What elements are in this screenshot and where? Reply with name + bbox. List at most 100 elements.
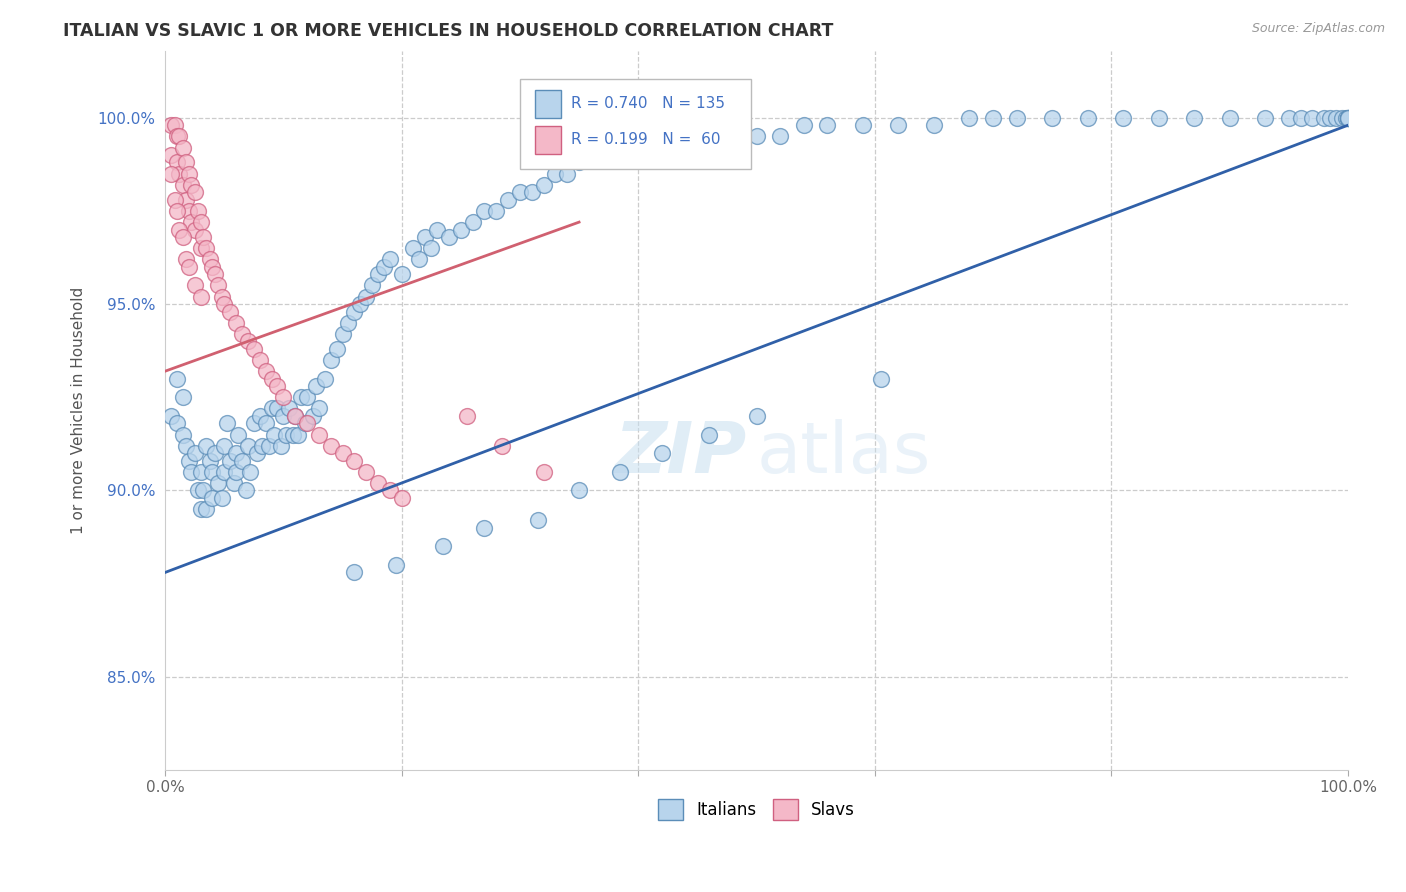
Point xyxy=(249,409,271,423)
Point xyxy=(207,475,229,490)
Point xyxy=(201,491,224,505)
Point xyxy=(166,155,188,169)
Point xyxy=(308,427,330,442)
Point xyxy=(183,278,205,293)
Point xyxy=(266,379,288,393)
Point xyxy=(319,353,342,368)
Point xyxy=(180,465,202,479)
Point xyxy=(166,372,188,386)
Point xyxy=(1337,111,1360,125)
Point xyxy=(1324,111,1347,125)
Point xyxy=(222,475,245,490)
Point xyxy=(526,513,548,527)
Point xyxy=(1112,111,1135,125)
Text: atlas: atlas xyxy=(756,419,931,488)
Point xyxy=(250,439,273,453)
Point xyxy=(1337,111,1360,125)
Point xyxy=(163,118,186,132)
Point xyxy=(231,326,253,341)
Point xyxy=(627,140,650,154)
Point xyxy=(195,502,218,516)
Point xyxy=(260,401,283,416)
Point xyxy=(254,364,277,378)
Point xyxy=(263,427,285,442)
Point xyxy=(332,446,354,460)
Point xyxy=(887,118,910,132)
Point xyxy=(169,222,191,236)
Point xyxy=(266,401,288,416)
Point xyxy=(367,268,389,282)
Point xyxy=(721,129,744,144)
Point xyxy=(793,118,815,132)
Point xyxy=(343,304,366,318)
Point xyxy=(413,230,436,244)
Point xyxy=(212,439,235,453)
Point xyxy=(432,540,454,554)
Point xyxy=(1040,111,1063,125)
Point xyxy=(520,186,543,200)
Text: R = 0.199   N =  60: R = 0.199 N = 60 xyxy=(571,132,720,146)
Point xyxy=(354,465,377,479)
Point xyxy=(172,140,194,154)
Point xyxy=(172,390,194,404)
Point xyxy=(1301,111,1323,125)
Point xyxy=(1313,111,1336,125)
Point xyxy=(981,111,1004,125)
Point xyxy=(474,521,496,535)
Point xyxy=(1289,111,1312,125)
Point xyxy=(1077,111,1099,125)
Point xyxy=(236,439,259,453)
Point xyxy=(496,193,519,207)
Point xyxy=(391,268,413,282)
Point xyxy=(180,215,202,229)
Point xyxy=(1278,111,1301,125)
Point xyxy=(187,483,209,498)
Point xyxy=(190,502,212,516)
FancyBboxPatch shape xyxy=(536,90,561,118)
Point xyxy=(450,222,472,236)
Point xyxy=(211,491,233,505)
Point xyxy=(568,483,591,498)
Point xyxy=(172,427,194,442)
Point xyxy=(160,118,183,132)
Point xyxy=(1337,111,1360,125)
Point xyxy=(163,193,186,207)
Point xyxy=(172,230,194,244)
Point xyxy=(461,215,484,229)
Point xyxy=(204,268,226,282)
Point xyxy=(212,465,235,479)
Point xyxy=(190,241,212,255)
Point xyxy=(456,409,478,423)
Point xyxy=(228,427,250,442)
Point xyxy=(177,167,200,181)
Point xyxy=(190,290,212,304)
Point xyxy=(177,453,200,467)
Point xyxy=(260,372,283,386)
Point xyxy=(235,483,257,498)
Point xyxy=(166,129,188,144)
Text: ITALIAN VS SLAVIC 1 OR MORE VEHICLES IN HOUSEHOLD CORRELATION CHART: ITALIAN VS SLAVIC 1 OR MORE VEHICLES IN … xyxy=(63,22,834,40)
Point xyxy=(343,566,366,580)
Point xyxy=(190,465,212,479)
Point xyxy=(243,342,266,356)
Point xyxy=(1334,111,1357,125)
Point xyxy=(195,439,218,453)
Point xyxy=(437,230,460,244)
Point xyxy=(378,483,401,498)
Point xyxy=(544,167,567,181)
Point xyxy=(1330,111,1353,125)
Point xyxy=(485,203,508,218)
Point xyxy=(254,417,277,431)
Point xyxy=(1219,111,1241,125)
Point xyxy=(343,453,366,467)
Point xyxy=(201,465,224,479)
Point xyxy=(1182,111,1205,125)
Point xyxy=(160,148,183,162)
Point xyxy=(1254,111,1277,125)
Point xyxy=(172,178,194,192)
Point xyxy=(408,252,430,267)
Point xyxy=(325,342,347,356)
Point xyxy=(284,409,307,423)
FancyBboxPatch shape xyxy=(536,126,561,153)
Point xyxy=(176,155,198,169)
